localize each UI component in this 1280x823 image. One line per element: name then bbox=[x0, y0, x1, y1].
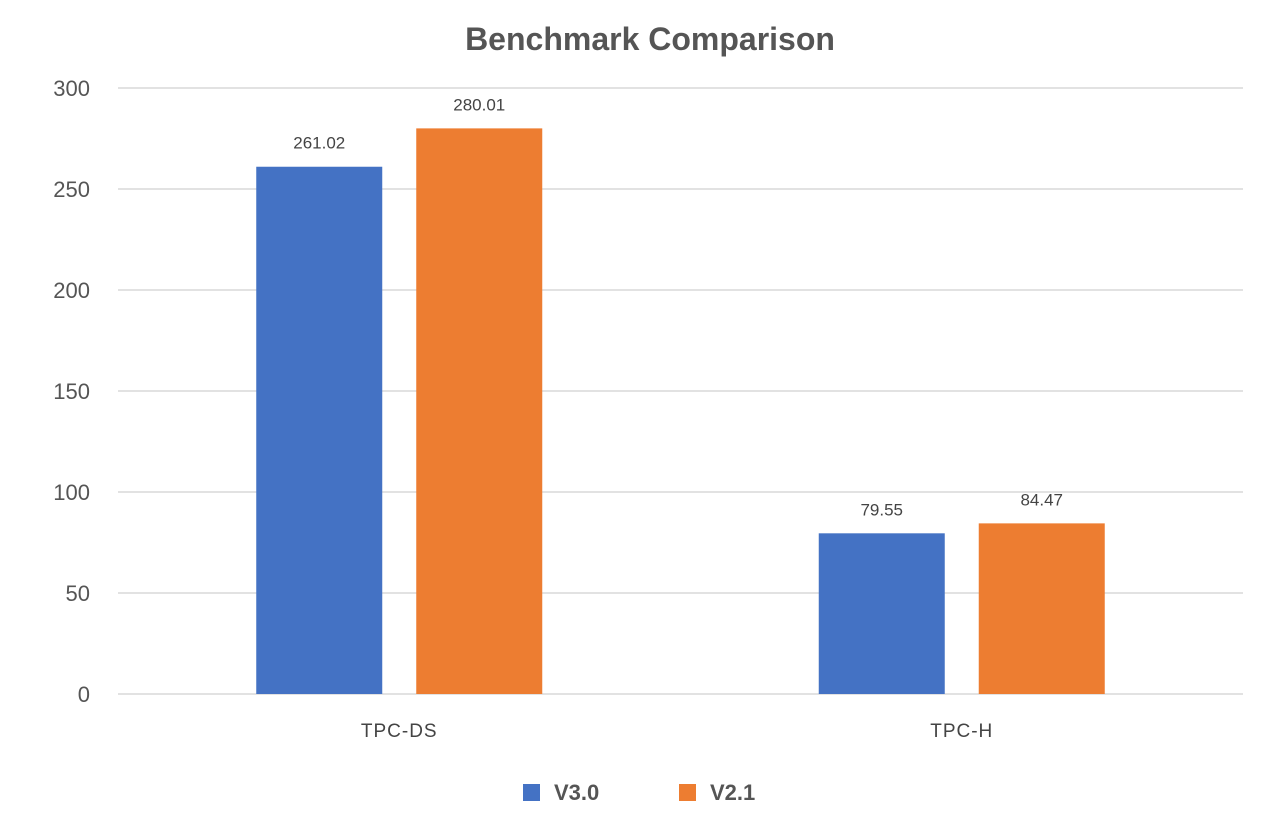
y-axis: 0 50 100 150 200 250 300 bbox=[53, 76, 90, 707]
y-tick-label: 300 bbox=[53, 76, 90, 101]
legend-label: V2.1 bbox=[710, 780, 755, 805]
bars: 261.02 280.01 79.55 84.47 bbox=[256, 95, 1105, 694]
y-tick-label: 0 bbox=[78, 682, 90, 707]
y-tick-label: 250 bbox=[53, 177, 90, 202]
y-tick-label: 150 bbox=[53, 379, 90, 404]
y-tick-label: 200 bbox=[53, 278, 90, 303]
bar-V3.0-TPC-DS bbox=[256, 166, 383, 694]
data-label: 79.55 bbox=[860, 500, 903, 519]
legend-swatch bbox=[523, 784, 540, 801]
x-axis: TPC-DS TPC-H bbox=[361, 721, 993, 742]
y-tick-label: 100 bbox=[53, 480, 90, 505]
data-label: 84.47 bbox=[1020, 490, 1063, 509]
x-tick-label: TPC-DS bbox=[361, 721, 438, 742]
bar-V2.1-TPC-DS bbox=[416, 128, 543, 694]
legend: V3.0 V2.1 bbox=[523, 780, 755, 805]
y-tick-label: 50 bbox=[66, 581, 90, 606]
data-label: 261.02 bbox=[293, 134, 345, 153]
x-tick-label: TPC-H bbox=[930, 721, 993, 742]
legend-swatch bbox=[679, 784, 696, 801]
bar-V2.1-TPC-H bbox=[978, 523, 1105, 694]
legend-label: V3.0 bbox=[554, 780, 599, 805]
data-label: 280.01 bbox=[453, 95, 505, 114]
bar-V3.0-TPC-H bbox=[818, 533, 945, 694]
chart-title: Benchmark Comparison bbox=[465, 21, 835, 57]
